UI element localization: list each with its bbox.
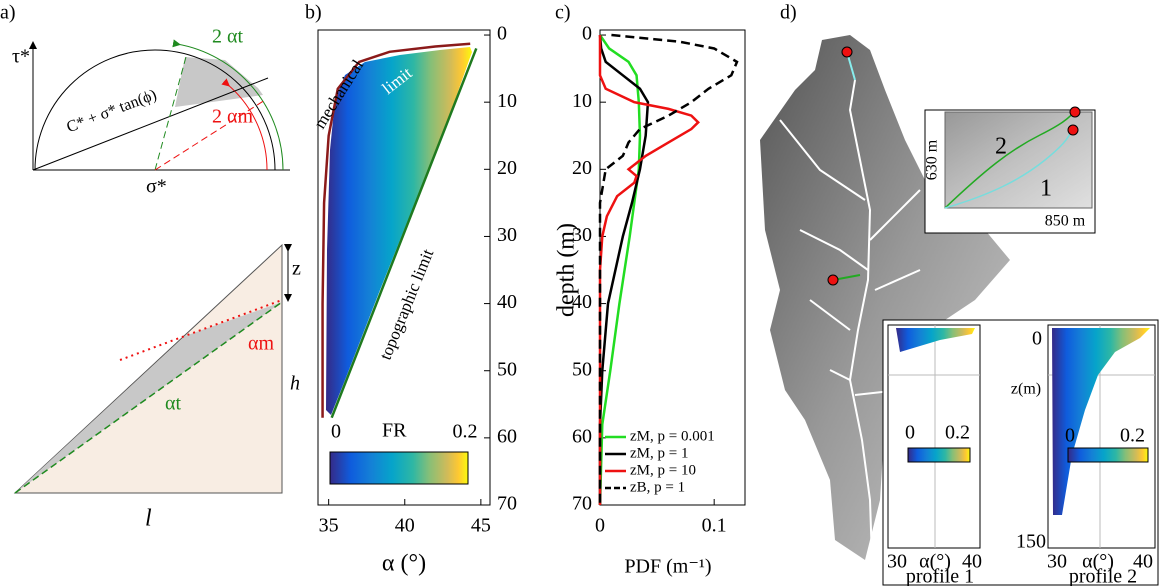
profile-title: profile 2 <box>1069 566 1137 586</box>
colorbar <box>330 452 468 484</box>
label: 2 αt <box>212 26 243 48</box>
y-tick-label: 70 <box>572 493 592 515</box>
label: 1 <box>1040 176 1052 202</box>
x-tick-label: 0.1 <box>702 515 727 537</box>
x-axis-label: PDF (m⁻¹) <box>624 556 711 578</box>
point <box>842 47 852 57</box>
point <box>828 275 838 285</box>
legend-label: zM, p = 10 <box>630 462 696 478</box>
y-tick-label: 20 <box>497 157 517 179</box>
inset: 630 m 850 m 2 1 <box>924 107 1095 233</box>
colorbar <box>908 448 970 462</box>
label: αm <box>248 333 274 355</box>
label: τ* <box>12 46 30 68</box>
panel-label: a) <box>0 2 16 24</box>
legend-label: zB, p = 1 <box>630 479 685 495</box>
profile-inset: 0 150 z(m) 0 0.2 30 α(°) 40 profile 1 0 … <box>883 320 1158 586</box>
label: z <box>292 258 301 280</box>
dashed-line <box>155 57 186 170</box>
label: 2 αm <box>212 106 253 128</box>
legend-label: zM, p = 1 <box>630 445 688 461</box>
axis-label: z(m) <box>1011 381 1041 398</box>
panel-label: b) <box>305 2 322 24</box>
y-tick-label: 70 <box>497 493 517 515</box>
slope <box>15 245 282 493</box>
y-axis-label: depth (m) <box>554 223 580 317</box>
y-tick-label: 60 <box>572 425 592 447</box>
x-tick-label: 45 <box>471 515 491 537</box>
y-tick-label: 50 <box>572 358 592 380</box>
label: 630 m <box>924 139 941 180</box>
point <box>1068 125 1078 135</box>
y-tick-label: 30 <box>497 224 517 246</box>
colorbar-tick: 0 <box>331 421 341 443</box>
y-tick-label: 0 <box>497 23 507 45</box>
x-tick-label: 0 <box>595 515 605 537</box>
colorbar-label: FR <box>382 420 407 442</box>
y-tick-label: 20 <box>572 157 592 179</box>
figure: a) b) c) d) τ* σ* C* + σ* tan(ϕ) 2 αt 2 … <box>0 0 1159 586</box>
tick-label: 30 <box>887 551 907 573</box>
slope-diagram: z αm h αt l <box>15 245 301 532</box>
tick-label: 0 <box>1065 425 1075 447</box>
label: αt <box>165 393 181 415</box>
point <box>1070 107 1080 117</box>
tick-label: 0.2 <box>1120 425 1145 447</box>
gray-wedge <box>175 57 263 107</box>
label: h <box>290 373 300 395</box>
y-tick-label: 0 <box>582 23 592 45</box>
y-tick-label: 40 <box>497 291 517 313</box>
x-axis-label: α (°) <box>382 551 426 577</box>
legend-label: zM, p = 0.001 <box>630 428 715 444</box>
tick-label: 0 <box>1032 328 1042 350</box>
panel-label: c) <box>555 2 571 24</box>
y-tick-label: 60 <box>497 425 517 447</box>
x-tick-label: 40 <box>395 515 415 537</box>
tick-label: 0 <box>905 422 915 444</box>
tick-label: 0.2 <box>945 422 970 444</box>
tick-label: 30 <box>1047 551 1067 573</box>
label: 2 <box>995 134 1007 160</box>
y-tick-label: 10 <box>572 90 592 112</box>
label: l <box>145 506 152 532</box>
heatmap <box>326 47 472 415</box>
colorbar <box>1068 448 1148 462</box>
profile-title: profile 1 <box>906 566 974 586</box>
colorbar-tick: 0.2 <box>453 421 478 443</box>
label: C* + σ* tan(ϕ) <box>64 86 159 136</box>
x-tick-label: 35 <box>319 515 339 537</box>
label: 850 m <box>1045 213 1086 230</box>
tick-label: 150 <box>1016 531 1046 553</box>
label: σ* <box>146 176 167 198</box>
y-tick-label: 10 <box>497 90 517 112</box>
mohr-diagram: τ* σ* C* + σ* tan(ϕ) 2 αt 2 αm <box>12 26 290 198</box>
panel-label: d) <box>780 2 797 24</box>
y-tick-label: 50 <box>497 358 517 380</box>
